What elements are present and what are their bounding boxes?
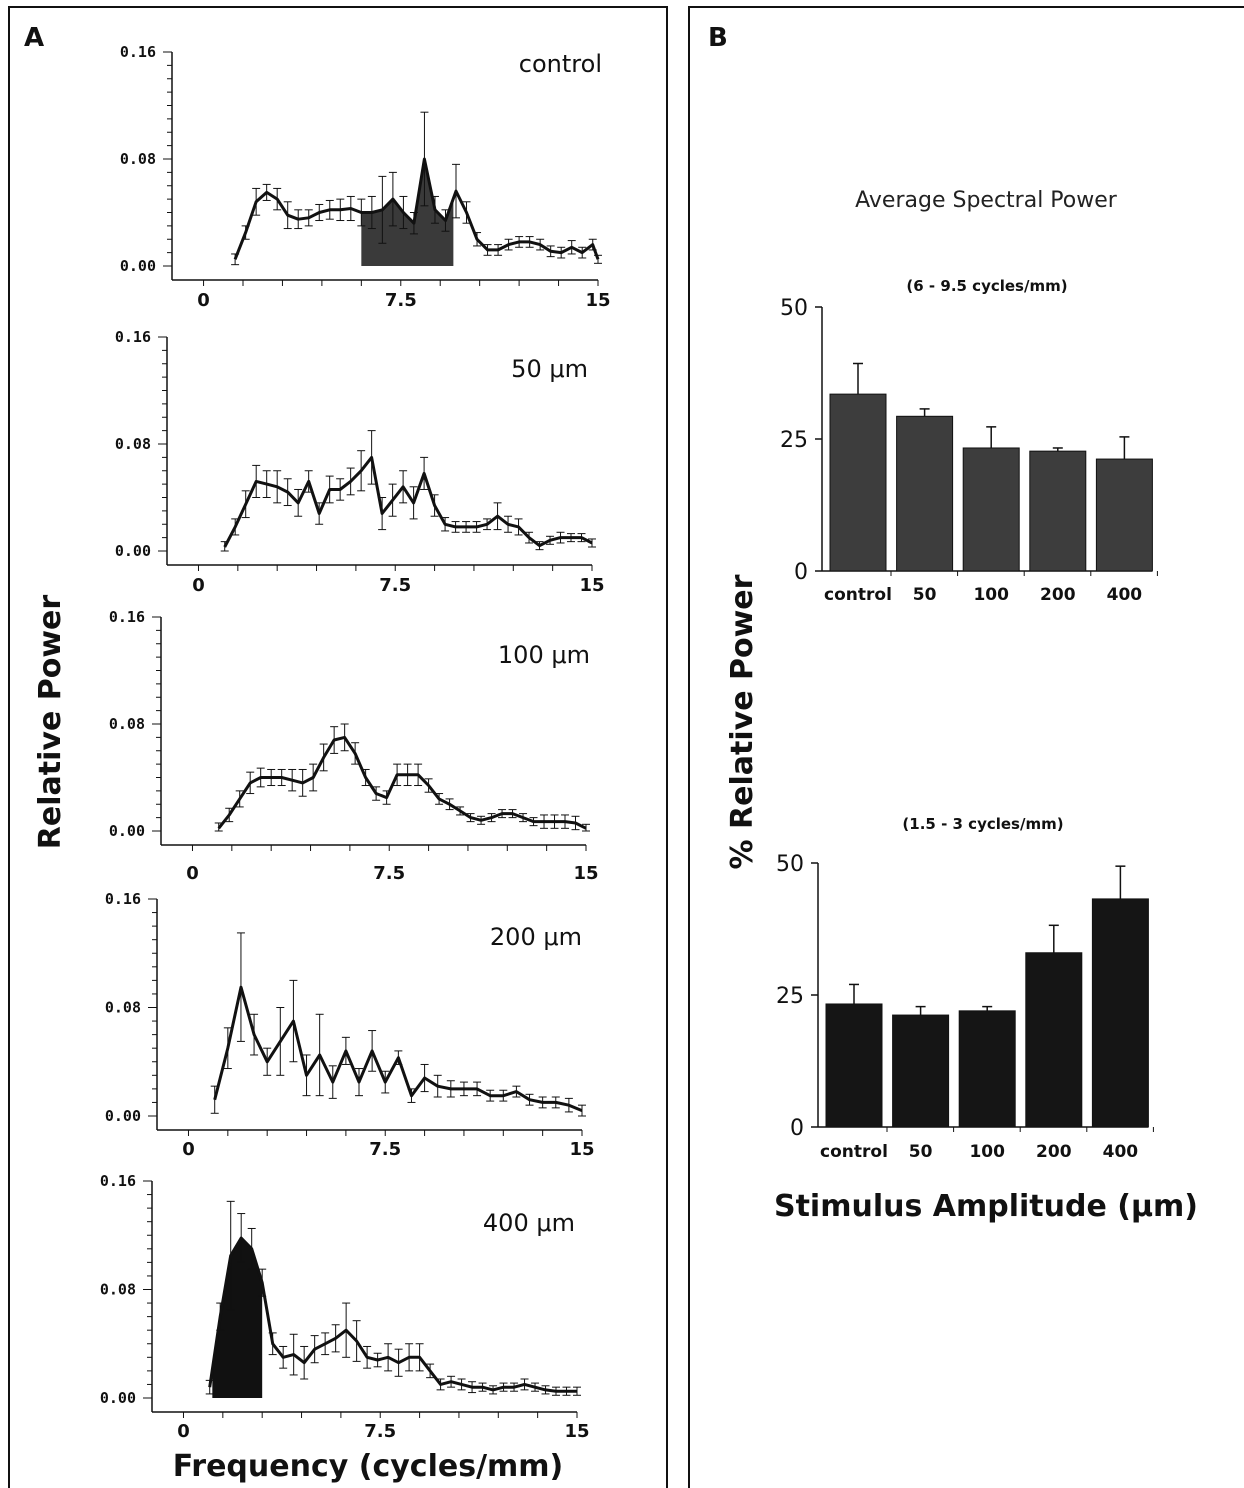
x-tick-label: 15 <box>569 1139 594 1160</box>
x-tick-label: 7.5 <box>379 575 411 596</box>
panel-a-xlabel: Frequency (cycles/mm) <box>173 1449 564 1484</box>
y-tick-label: 0.08 <box>100 1281 136 1299</box>
y-tick-label: 0.16 <box>105 890 141 908</box>
y-tick-label: 50 <box>780 296 808 321</box>
bar-chart-5: (6 - 9.5 cycles/mm) 0 25 50 control 50 100 200 4… <box>780 277 1158 605</box>
bar <box>1029 450 1087 572</box>
y-tick-label: 0 <box>790 1116 804 1141</box>
x-tick-label: 50 <box>909 1142 933 1162</box>
x-tick-label: 200 <box>1040 585 1076 605</box>
bar <box>1095 458 1153 572</box>
x-tick-label: 0 <box>192 575 205 596</box>
x-tick-label: control <box>820 1142 888 1162</box>
x-tick-label: 7.5 <box>364 1421 396 1442</box>
condition-label: control <box>519 50 602 78</box>
x-tick-label: 0 <box>197 290 210 311</box>
charts-group: 0.00 0.08 0.16 0 7.5 15 control 0.00 0.08 0.16 0 7.… <box>100 43 1158 1442</box>
x-tick-label: 0 <box>182 1139 195 1160</box>
x-tick-label: 100 <box>973 585 1009 605</box>
x-tick-label: 15 <box>564 1421 589 1442</box>
bar-chart-range-label: (1.5 - 3 cycles/mm) <box>902 815 1063 833</box>
panel-a-ylabel: Relative Power <box>33 595 68 850</box>
condition-label: 100 μm <box>498 641 590 669</box>
bar <box>892 1014 950 1128</box>
x-tick-label: 7.5 <box>385 290 417 311</box>
x-tick-label: 7.5 <box>369 1139 401 1160</box>
y-tick-label: 25 <box>776 984 804 1009</box>
condition-label: 400 μm <box>483 1209 575 1237</box>
y-tick-label: 0 <box>794 560 808 585</box>
y-tick-label: 0.00 <box>109 822 145 840</box>
bar <box>1025 952 1083 1128</box>
panel-b-label: B <box>708 23 728 53</box>
x-tick-label: 0 <box>186 863 199 884</box>
y-tick-label: 0.00 <box>120 257 156 275</box>
y-tick-label: 0.16 <box>100 1172 136 1190</box>
bar-chart-range-label: (6 - 9.5 cycles/mm) <box>906 277 1067 295</box>
x-tick-label: 15 <box>579 575 604 596</box>
y-tick-label: 0.08 <box>105 999 141 1017</box>
panel-b-xlabel: Stimulus Amplitude (μm) <box>774 1189 1198 1224</box>
shaded-band <box>212 1237 263 1398</box>
x-tick-label: 15 <box>585 290 610 311</box>
x-tick-label: 400 <box>1107 585 1143 605</box>
y-tick-label: 0.00 <box>105 1107 141 1125</box>
x-tick-label: 400 <box>1103 1142 1139 1162</box>
y-tick-label: 0.08 <box>109 715 145 733</box>
series-line <box>217 735 587 830</box>
bar-chart-6: (1.5 - 3 cycles/mm) 0 25 50 control 50 100 200 4… <box>776 815 1154 1162</box>
x-tick-label: 200 <box>1036 1142 1072 1162</box>
bar <box>825 1003 883 1128</box>
line-chart-3: 0.00 0.08 0.16 0 7.5 15 200 μm <box>105 890 595 1160</box>
panel-b-ylabel: % Relative Power <box>725 574 760 869</box>
series-line <box>208 1236 577 1393</box>
panel-b <box>688 6 1244 1488</box>
line-chart-2: 0.00 0.08 0.16 0 7.5 15 100 μm <box>109 608 599 884</box>
bar <box>1091 898 1149 1128</box>
series-line <box>223 455 593 548</box>
y-tick-label: 0.00 <box>100 1389 136 1407</box>
series-line <box>213 985 583 1112</box>
series-line <box>233 157 600 260</box>
condition-label: 50 μm <box>511 355 588 383</box>
bar <box>896 415 954 572</box>
x-tick-label: 7.5 <box>373 863 405 884</box>
x-tick-label: 50 <box>913 585 937 605</box>
shaded-band <box>361 159 454 266</box>
line-chart-0: 0.00 0.08 0.16 0 7.5 15 control <box>120 43 611 311</box>
y-tick-label: 0.16 <box>109 608 145 626</box>
bar <box>829 393 887 572</box>
x-tick-label: 15 <box>573 863 598 884</box>
condition-label: 200 μm <box>490 923 582 951</box>
bar <box>962 447 1020 572</box>
y-tick-label: 50 <box>776 852 804 877</box>
y-tick-label: 0.16 <box>115 328 151 346</box>
x-tick-label: 0 <box>177 1421 190 1442</box>
line-chart-1: 0.00 0.08 0.16 0 7.5 15 50 μm <box>115 328 605 596</box>
bar <box>958 1010 1016 1128</box>
y-tick-label: 0.08 <box>120 150 156 168</box>
panel-b-title: Average Spectral Power <box>855 188 1118 213</box>
y-tick-label: 0.16 <box>120 43 156 61</box>
panel-a-label: A <box>24 23 44 53</box>
line-chart-4: 0.00 0.08 0.16 0 7.5 15 400 μm <box>100 1172 590 1442</box>
y-tick-label: 25 <box>780 428 808 453</box>
y-tick-label: 0.00 <box>115 542 151 560</box>
y-tick-label: 0.08 <box>115 435 151 453</box>
x-tick-label: 100 <box>969 1142 1005 1162</box>
x-tick-label: control <box>824 585 892 605</box>
